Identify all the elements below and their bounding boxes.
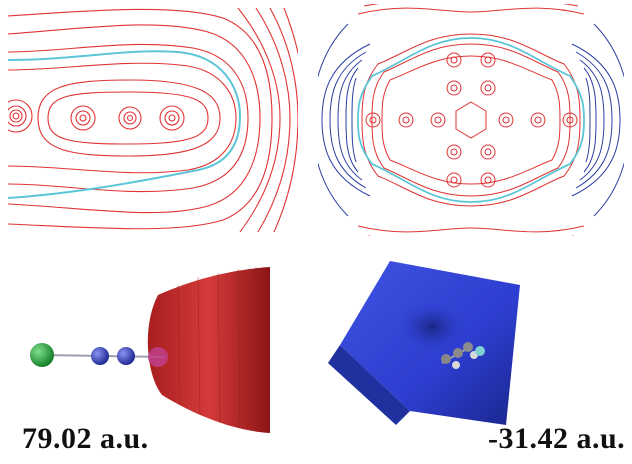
atom-ring-c9 bbox=[446, 144, 462, 160]
atom-ring-c2 bbox=[398, 112, 414, 128]
atom-ring-c10 bbox=[480, 144, 496, 160]
value-label-right: -31.42 a.u. bbox=[488, 422, 626, 455]
zero-isoline-aromatic bbox=[357, 37, 585, 203]
blue-surface-side bbox=[328, 345, 410, 425]
zero-isoline-linear bbox=[8, 50, 242, 199]
atom-ring-c13 bbox=[446, 172, 462, 188]
contour-lines-red bbox=[357, 4, 585, 236]
atom-rings-4 bbox=[159, 105, 185, 131]
contour-map-aromatic bbox=[318, 4, 624, 236]
atom-blue-2 bbox=[117, 347, 135, 365]
value-label-left: 79.02 a.u. bbox=[22, 422, 149, 455]
atom-ring-c7 bbox=[446, 80, 462, 96]
atom-ring-c8 bbox=[480, 80, 496, 96]
atom-rings-1 bbox=[8, 99, 33, 133]
atom-blue-1 bbox=[91, 347, 109, 365]
atom-ring-c14 bbox=[480, 172, 496, 188]
atom-ring-c4 bbox=[498, 112, 514, 128]
atom-ring-c1 bbox=[365, 112, 381, 128]
atom-ring-c12 bbox=[480, 52, 496, 68]
aromatic-molecule bbox=[441, 342, 485, 369]
contour-lines-blue bbox=[318, 23, 624, 217]
surface-texture bbox=[177, 266, 259, 432]
atom-rings-2 bbox=[70, 105, 96, 131]
red-surface bbox=[147, 267, 270, 433]
atom-ring-c5 bbox=[530, 112, 546, 128]
atom-ring-c3 bbox=[430, 112, 446, 128]
atom-ring-c11 bbox=[446, 52, 462, 68]
contour-map-linear bbox=[8, 8, 298, 232]
surface-dimple bbox=[398, 301, 466, 353]
surface-linear-molecule bbox=[30, 266, 270, 433]
atom-green bbox=[30, 343, 54, 367]
central-hexagon bbox=[455, 101, 487, 139]
surface-aromatic-molecule bbox=[328, 261, 520, 425]
contour-lines-linear bbox=[8, 8, 298, 232]
atom-ring-c6 bbox=[562, 112, 578, 128]
atom-rings-3 bbox=[118, 106, 142, 130]
atom-magenta bbox=[148, 347, 168, 367]
